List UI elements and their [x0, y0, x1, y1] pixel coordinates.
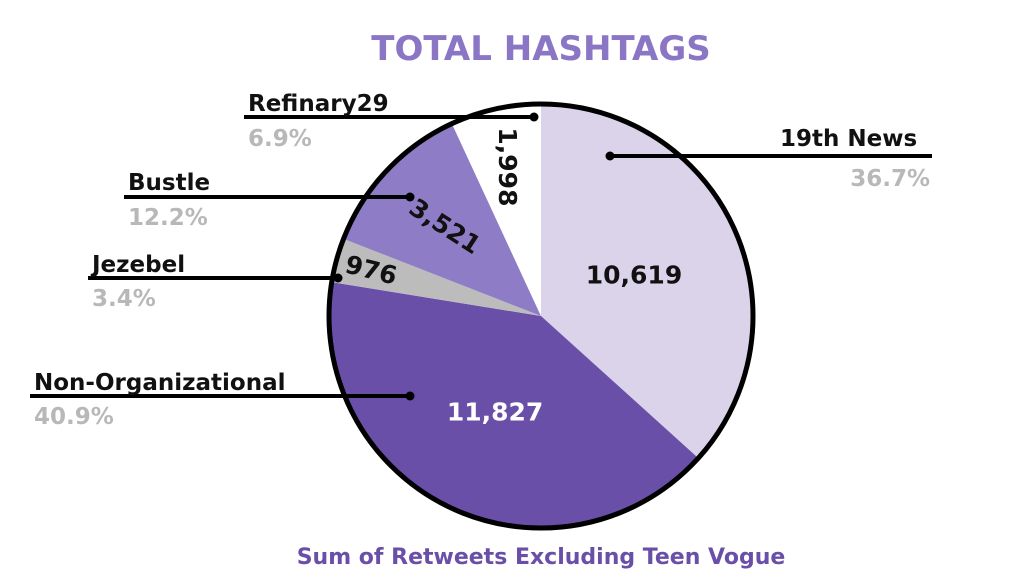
slice-name-label: 19th News: [780, 126, 917, 152]
leader-dot: [605, 151, 615, 161]
slice-name-label: Refinary29: [248, 91, 389, 117]
slice-percent-label: 36.7%: [850, 166, 930, 192]
pie-slice-bustle: [343, 123, 541, 316]
slice-percent-label: 6.9%: [248, 126, 312, 152]
slice-value-label: 10,619: [586, 261, 682, 290]
leader-dot: [405, 192, 415, 202]
pie-slices: [326, 101, 756, 531]
slice-name-label: Non-Organizational: [34, 370, 285, 396]
slice-labels: 10,619 19th News 36.7% 11,827 Non-Organizati…: [34, 91, 930, 430]
leader-dot: [333, 273, 343, 283]
slice-name-label: Bustle: [128, 170, 210, 196]
pie-slice-refinary29: [451, 104, 541, 316]
leader-lines: [30, 112, 932, 401]
slice-name-label: Jezebel: [90, 252, 185, 278]
chart-subtitle: Sum of Retweets Excluding Teen Vogue: [297, 545, 786, 570]
slice-percent-label: 3.4%: [92, 286, 156, 312]
slice-percent-label: 12.2%: [128, 205, 208, 231]
slice-value-label: 11,827: [447, 398, 543, 427]
slice-value-label: 1,998: [493, 127, 522, 206]
slice-percent-label: 40.9%: [34, 404, 114, 430]
leader-dot: [405, 391, 415, 401]
pie-outline: [326, 101, 756, 531]
leader-dot: [529, 112, 539, 122]
pie-slice-jezebel: [331, 238, 541, 316]
pie-slice-19th-news: [541, 104, 753, 459]
chart-title: TOTAL HASHTAGS: [371, 29, 710, 69]
pie-slice-non-organizational: [329, 282, 699, 528]
